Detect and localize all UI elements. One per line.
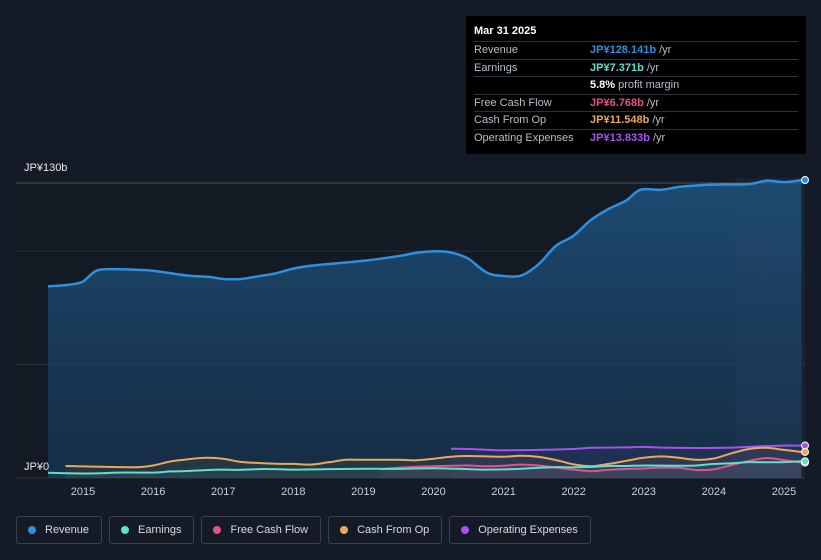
x-tick-label: 2025: [772, 486, 796, 498]
earnings-line: [47, 460, 802, 475]
operating-expenses-line: [450, 444, 802, 452]
x-tick-label: 2024: [702, 486, 726, 498]
tooltip-row: Earnings JP¥7.371b/yr: [474, 58, 798, 77]
legend-dot-icon: [340, 526, 349, 534]
tooltip-row: Free Cash Flow JP¥6.768b/yr: [474, 93, 798, 112]
chart-legend: Revenue Earnings Free Cash Flow Cash From O…: [16, 516, 591, 544]
tooltip-row-unit: /yr: [652, 131, 666, 144]
revenue-line: [47, 178, 802, 288]
legend-label: Cash From Op: [357, 524, 430, 536]
hover-tooltip: Mar 31 2025 Revenue JP¥128.141b/yr Earning…: [466, 16, 806, 154]
cash-from-op-endpoint: [801, 447, 809, 456]
tooltip-row-label: Free Cash Flow: [474, 96, 552, 109]
tooltip-row-value: JP¥11.548b: [590, 114, 650, 126]
legend-item-revenue[interactable]: Revenue: [16, 516, 103, 544]
tooltip-row-value: 5.8%: [590, 79, 616, 91]
legend-item-cash-from-op[interactable]: Cash From Op: [328, 516, 443, 544]
tooltip-row-unit: /yr: [646, 61, 660, 74]
tooltip-row-value: JP¥128.141b: [590, 44, 657, 56]
tooltip-row-label: [474, 77, 590, 94]
tooltip-row: Operating Expenses JP¥13.833b/yr: [474, 128, 798, 147]
tooltip-row: Revenue JP¥128.141b/yr: [474, 41, 798, 59]
legend-item-earnings[interactable]: Earnings: [109, 516, 195, 544]
x-tick-label: 2017: [211, 486, 235, 498]
y-axis-bottom-label: JP¥0: [24, 461, 49, 473]
tooltip-row-unit: /yr: [659, 44, 672, 56]
legend-item-operating-expenses[interactable]: Operating Expenses: [449, 516, 591, 544]
cash-from-op-line: [65, 446, 802, 469]
legend-label: Revenue: [45, 524, 90, 536]
x-tick-label: 2018: [281, 486, 305, 498]
earnings-area: [48, 461, 802, 478]
tooltip-date: Mar 31 2025: [474, 25, 537, 37]
tooltip-row-unit: profit margin: [618, 79, 680, 91]
tooltip-rows: Revenue JP¥128.141b/yr Earnings JP¥7.371b/y…: [474, 41, 798, 146]
tooltip-row: Cash From Op JP¥11.548b/yr: [474, 111, 798, 129]
legend-label: Operating Expenses: [478, 524, 578, 536]
tooltip-row: 5.8% profit margin: [474, 76, 798, 94]
free-cash-flow-area: [380, 457, 802, 478]
tooltip-row-unit: /yr: [652, 114, 665, 126]
x-tick-label: 2015: [71, 486, 95, 498]
earnings-endpoint: [801, 457, 809, 466]
tooltip-row-value: JP¥7.371b: [590, 61, 644, 74]
tooltip-row-value: JP¥6.768b: [590, 96, 644, 109]
legend-dot-icon: [213, 526, 222, 534]
legend-dot-icon: [121, 526, 130, 534]
x-axis-ticks: 2015 2016 2017 2018 2019 2020 2021 2022 2023 2024…: [71, 486, 796, 498]
x-tick-label: 2019: [351, 486, 375, 498]
x-tick-label: 2020: [421, 486, 445, 498]
legend-label: Earnings: [138, 524, 182, 536]
x-tick-label: 2016: [141, 486, 165, 498]
x-tick-label: 2023: [632, 486, 656, 498]
revenue-endpoint: [801, 176, 809, 185]
tooltip-row-label: Cash From Op: [474, 114, 547, 126]
x-tick-label: 2021: [491, 486, 515, 498]
tooltip-row-label: Earnings: [474, 61, 518, 74]
revenue-area: [48, 180, 802, 478]
tooltip-row-value: JP¥13.833b: [590, 131, 650, 144]
legend-label: Free Cash Flow: [230, 524, 309, 536]
endpoint-markers: [801, 176, 809, 467]
line-layer: [47, 178, 802, 475]
legend-dot-icon: [28, 526, 36, 534]
x-tick-label: 2022: [561, 486, 585, 498]
tooltip-row-label: Operating Expenses: [474, 131, 574, 144]
past-year-highlight: [735, 178, 805, 479]
tooltip-row-unit: /yr: [646, 96, 660, 109]
tooltip-row-label: Revenue: [474, 44, 519, 56]
legend-item-free-cash-flow[interactable]: Free Cash Flow: [201, 516, 322, 544]
y-axis-top-label: JP¥130b: [24, 162, 67, 174]
legend-dot-icon: [461, 526, 470, 534]
free-cash-flow-line: [380, 456, 802, 473]
